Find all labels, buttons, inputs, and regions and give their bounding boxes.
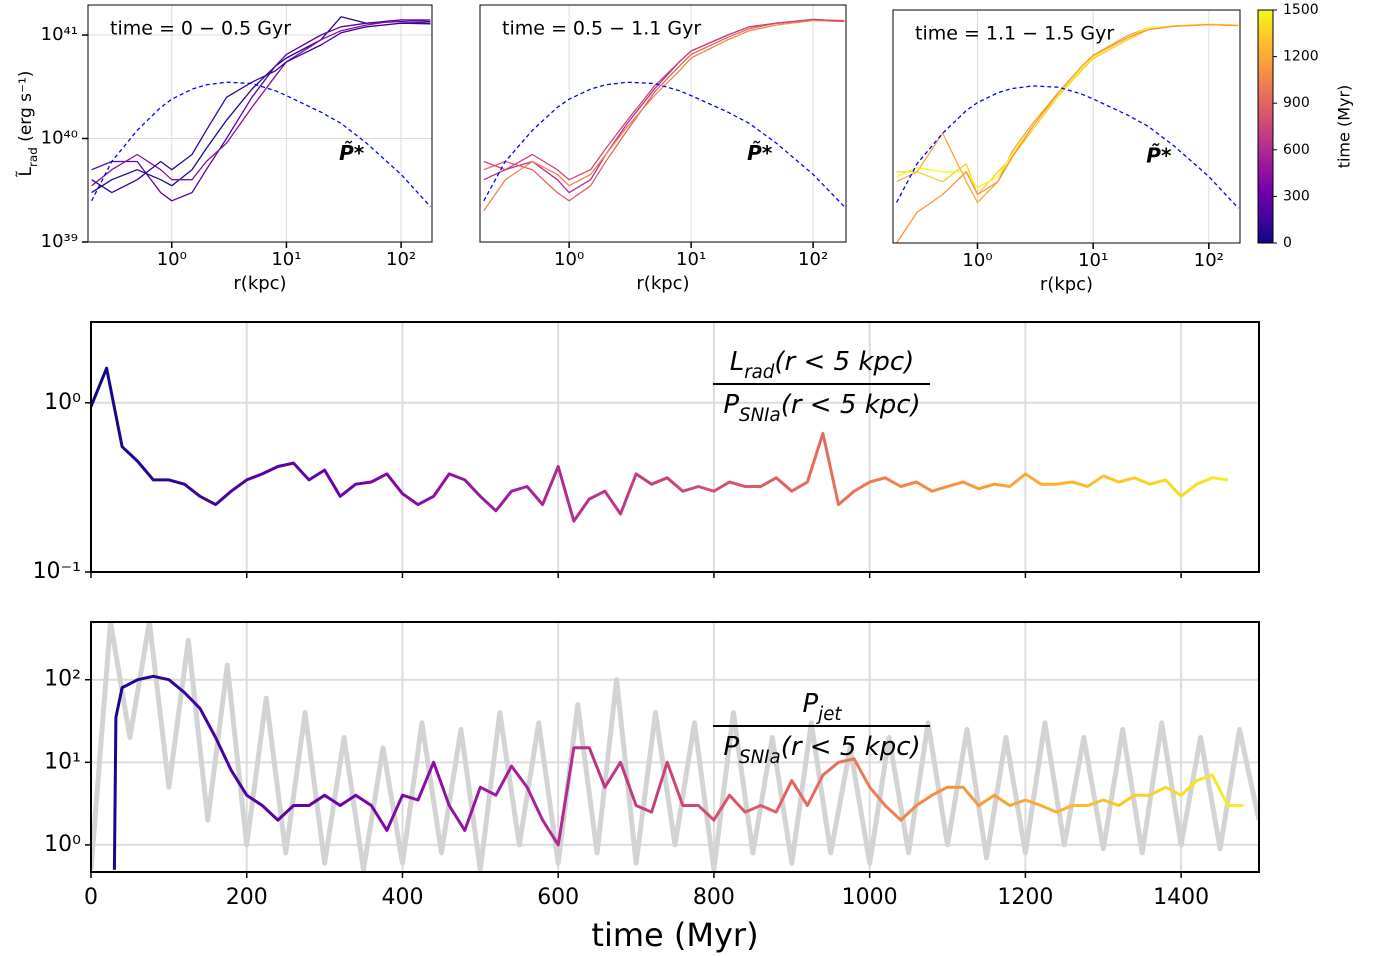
x-tick-label: 10² <box>386 249 416 270</box>
label-rest: (r < 5 kpc) <box>781 390 921 420</box>
x-tick-label: 1400 <box>1153 885 1209 910</box>
x-tick-label: 10⁰ <box>554 249 584 270</box>
data-line <box>483 19 845 202</box>
x-tick-label: 10⁰ <box>157 249 187 270</box>
x-tick-label: 10² <box>798 249 828 270</box>
panel-title: time = 0.5 − 1.1 Gyr <box>502 18 701 40</box>
x-tick-label: 10¹ <box>1078 250 1108 271</box>
data-line <box>91 19 431 187</box>
y-tick-label: 10⁰ <box>44 390 81 415</box>
x-tick-label: 400 <box>381 885 423 910</box>
label-main: P <box>723 732 739 762</box>
x-axis-label: time (Myr) <box>591 916 758 954</box>
x-axis-label: r(kpc) <box>1040 274 1093 295</box>
rich-label: Lrad(r < 5 kpc) <box>730 347 915 383</box>
colorbar-tick-label: 0 <box>1283 235 1292 251</box>
label-main: P <box>723 390 739 420</box>
x-tick-label: 10⁰ <box>962 250 992 271</box>
x-tick-label: 10² <box>1194 250 1224 271</box>
annotation: P̃* <box>339 141 365 165</box>
x-axis-label: r(kpc) <box>233 273 286 294</box>
x-tick-label: 600 <box>537 885 579 910</box>
reference-curve <box>896 85 1239 209</box>
rich-label: L̃rad (erg s⁻¹) <box>15 71 40 177</box>
plot-frame <box>90 621 1260 873</box>
y-tick-label: 10⁴⁰ <box>41 128 78 149</box>
panel-title: time = 1.1 − 1.5 Gyr <box>915 23 1114 45</box>
label-rest: (r < 5 kpc) <box>781 732 921 762</box>
colorbar-label: time (Myr) <box>1335 85 1354 169</box>
label-main: P <box>802 689 818 719</box>
x-tick-label: 10¹ <box>271 249 301 270</box>
annotation: P̃* <box>1146 143 1172 167</box>
data-line <box>896 23 1239 243</box>
y-tick-label: 10⁰ <box>44 832 81 857</box>
x-tick-label: 10¹ <box>676 249 706 270</box>
label-sub: rad <box>26 147 40 167</box>
data-line <box>896 23 1239 189</box>
plot-frame <box>479 4 847 243</box>
y-tick-label: 10³⁹ <box>41 231 78 252</box>
data-line <box>91 622 1259 872</box>
x-tick-label: 200 <box>226 885 268 910</box>
colorbar-tick-label: 1500 <box>1283 2 1319 18</box>
colorbar-tick-label: 1200 <box>1283 49 1319 65</box>
data-line <box>91 16 431 194</box>
label-sub: rad <box>744 362 775 383</box>
data-line <box>483 19 845 212</box>
label-sub: jet <box>815 704 842 725</box>
x-axis-label: r(kpc) <box>636 273 689 294</box>
plot-frame <box>892 9 1241 244</box>
label-rest: (erg s⁻¹) <box>16 71 36 148</box>
plot-frame <box>90 321 1260 573</box>
colorbar <box>1257 9 1274 244</box>
reference-curve <box>483 81 845 208</box>
data-line <box>112 674 1244 870</box>
y-tick-label: 10⁴¹ <box>41 24 78 45</box>
data-line <box>896 23 1239 204</box>
colorbar-tick-label: 300 <box>1283 188 1310 204</box>
label-rest: (r < 5 kpc) <box>774 347 914 377</box>
label-sub: SNIa <box>739 747 781 768</box>
x-tick-label: 800 <box>693 885 735 910</box>
colorbar-tick-label: 900 <box>1283 95 1310 111</box>
label-main: L̃ <box>15 166 36 176</box>
rich-label: Pjet <box>802 689 842 725</box>
data-line <box>483 18 845 181</box>
label-sub: SNIa <box>739 405 781 426</box>
y-tick-label: 10⁻¹ <box>33 559 81 584</box>
data-line <box>91 366 1229 523</box>
y-tick-label: 10¹ <box>44 749 81 774</box>
data-line <box>896 23 1239 196</box>
data-line <box>91 20 431 202</box>
x-tick-label: 1000 <box>842 885 898 910</box>
panel-title: time = 0 − 0.5 Gyr <box>110 18 291 40</box>
rich-label: PSNIa(r < 5 kpc) <box>723 732 920 768</box>
rich-label: PSNIa(r < 5 kpc) <box>723 390 920 426</box>
y-tick-label: 10² <box>44 667 81 692</box>
x-tick-label: 0 <box>84 885 98 910</box>
annotation: P̃* <box>747 141 773 165</box>
data-line <box>91 22 431 194</box>
plot-frame <box>87 4 433 243</box>
colorbar-tick-label: 600 <box>1283 142 1310 158</box>
data-line <box>483 19 845 194</box>
x-tick-label: 1200 <box>997 885 1053 910</box>
reference-curve <box>91 81 431 208</box>
label-main: L <box>730 347 745 377</box>
